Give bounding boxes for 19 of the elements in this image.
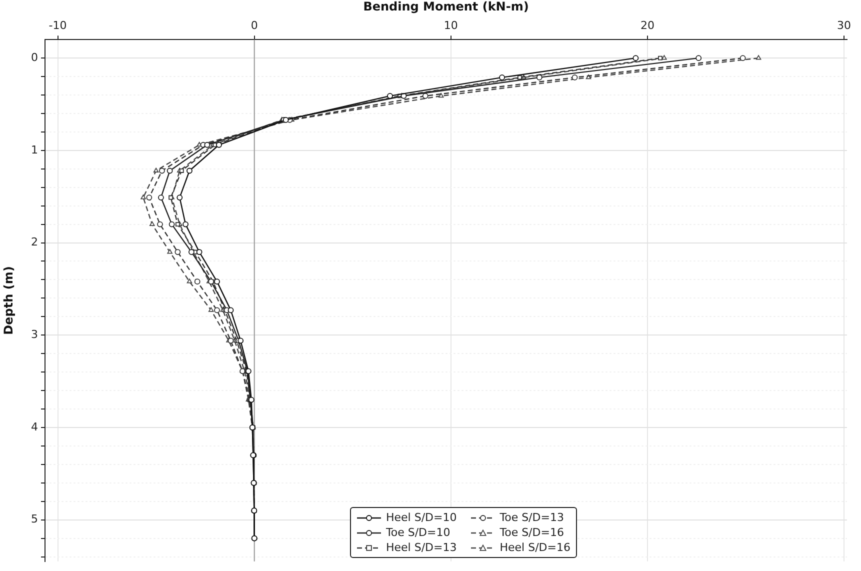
y-tick-label: 5 xyxy=(31,512,38,526)
legend-label: Heel S/D=10 xyxy=(386,511,457,524)
y-tick-label: 2 xyxy=(31,236,38,249)
legend-label: Heel S/D=16 xyxy=(500,541,570,554)
x-tick-label: 20 xyxy=(640,18,654,32)
x-tick-label: 30 xyxy=(837,18,852,32)
y-axis-title: Depth (m) xyxy=(1,266,16,335)
y-tick-label: 0 xyxy=(31,50,38,64)
x-tick-label: 10 xyxy=(444,18,458,32)
legend-label: Toe S/D=13 xyxy=(500,511,564,524)
legend-label: Toe S/D=10 xyxy=(386,526,450,539)
legend-label: Heel S/D=13 xyxy=(386,541,457,554)
y-tick-label: 3 xyxy=(31,328,38,341)
x-tick-label: -10 xyxy=(48,18,67,32)
x-tick-label: 0 xyxy=(250,18,258,32)
x-axis-title: Bending Moment (kN-m) xyxy=(363,0,529,14)
y-tick-label: 1 xyxy=(31,143,38,156)
y-tick-label: 4 xyxy=(31,420,38,434)
legend-label: Toe S/D=16 xyxy=(500,526,564,539)
